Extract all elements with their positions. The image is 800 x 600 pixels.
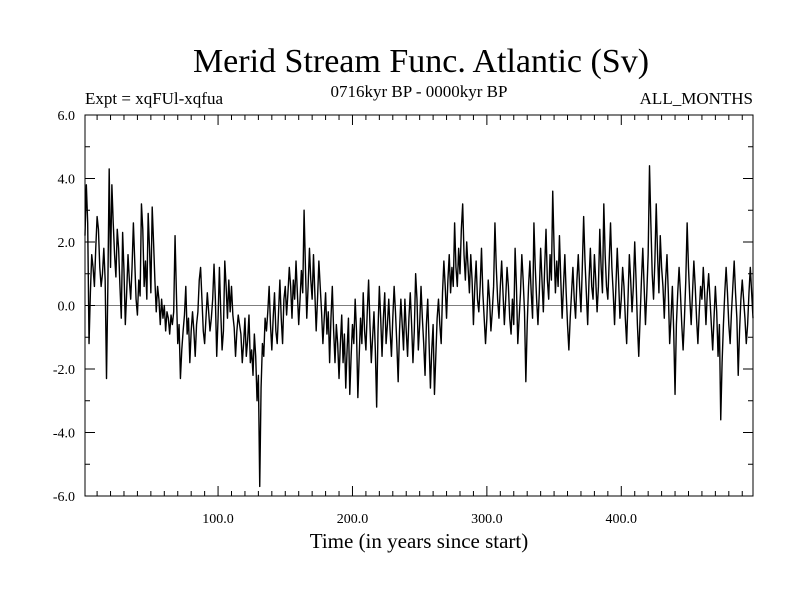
y-tick-label: 4.0: [58, 173, 76, 188]
x-tick-label: 400.0: [606, 512, 638, 527]
y-tick-label: 0.0: [58, 300, 76, 315]
y-tick-label: 6.0: [58, 109, 76, 124]
x-axis-label: Time (in years since start): [310, 529, 529, 553]
y-tick-label: -2.0: [53, 363, 75, 378]
time-range-label: 0716kyr BP - 0000kyr BP: [331, 82, 508, 101]
amoc-anomaly-line: [84, 165, 754, 488]
y-tick-label: -6.0: [53, 490, 75, 505]
y-tick-label: -4.0: [53, 427, 75, 442]
months-label: ALL_MONTHS: [640, 89, 753, 108]
experiment-label: Expt = xqFUl-xqfua: [85, 89, 223, 108]
x-tick-label: 100.0: [202, 512, 234, 527]
x-tick-label: 200.0: [337, 512, 369, 527]
y-axis: -6.0 -4.0 -2.0 0.0 2.0 4.0 6.0: [53, 109, 753, 505]
x-tick-label: 300.0: [471, 512, 503, 527]
x-axis: 100.0 200.0 300.0 400.0: [96, 115, 743, 527]
y-tick-label: 2.0: [58, 236, 76, 251]
chart-title: Merid Stream Func. Atlantic (Sv): [193, 43, 649, 80]
